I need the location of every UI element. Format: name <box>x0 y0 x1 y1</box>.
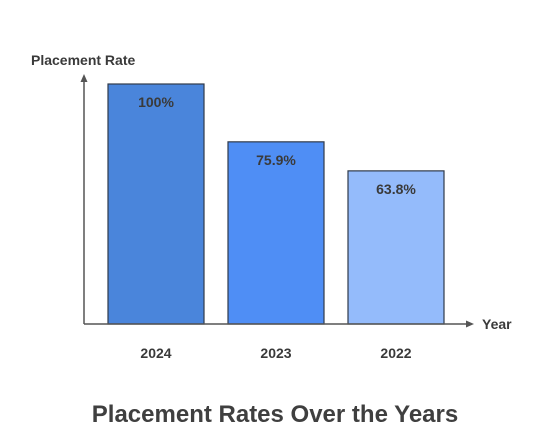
x-tick-2022: 2022 <box>380 345 411 361</box>
data-label-2024: 100% <box>138 94 174 110</box>
x-tick-2023: 2023 <box>260 345 291 361</box>
data-label-2023: 75.9% <box>256 152 296 168</box>
chart-title: Placement Rates Over the Years <box>92 401 458 428</box>
y-axis-arrow <box>80 74 88 82</box>
x-axis-arrow <box>466 320 474 328</box>
bar-2022 <box>347 170 445 325</box>
x-axis-label: Year <box>482 316 512 332</box>
x-tick-2024: 2024 <box>140 345 171 361</box>
bar-2024 <box>107 83 205 325</box>
bars-group: 100% 75.9% 63.8% <box>107 83 445 325</box>
y-axis-label: Placement Rate <box>31 52 135 68</box>
data-label-2022: 63.8% <box>376 181 416 197</box>
bar-2023 <box>227 141 325 325</box>
x-tick-labels: 2024 2023 2022 <box>140 345 411 361</box>
